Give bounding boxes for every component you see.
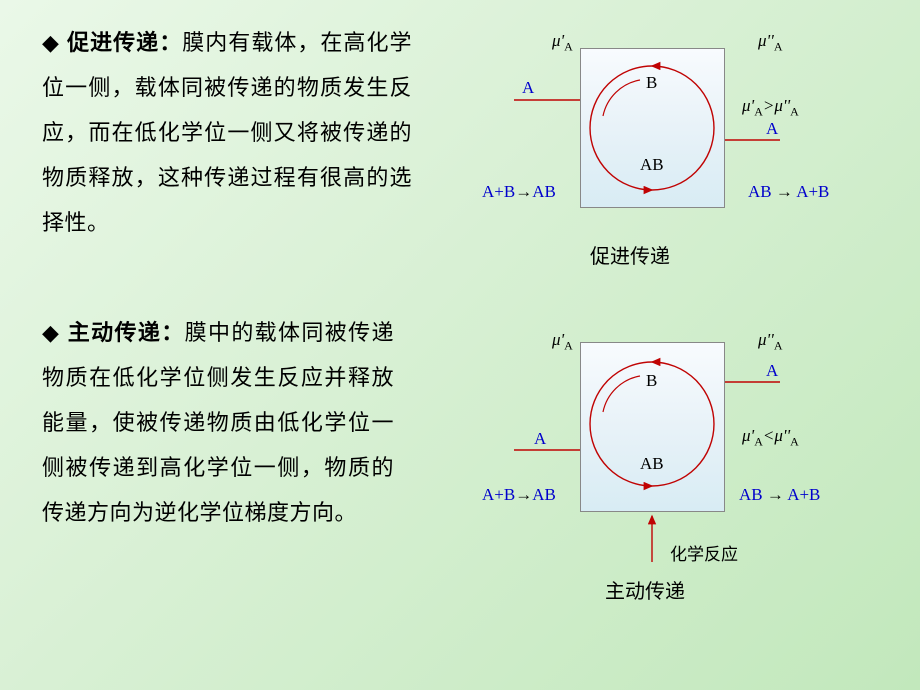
caption-facilitated: 促进传递 [590, 240, 670, 269]
eq-right: AB → A+B [739, 485, 820, 505]
body-facilitated: 膜内有载体，在高化学位一侧，载体同被传递的物质发生反应，而在低化学位一侧又将被传… [42, 30, 412, 235]
eq-left: A+B→AB [482, 485, 556, 505]
b-label: B [646, 73, 657, 93]
paragraph-active-transport: ◆ 主动传递：膜中的载体同被传递物质在低化学位侧发生反应并释放能量，使被传递物质… [42, 310, 394, 535]
inequality: μ'A<μ''A [742, 426, 799, 449]
mu-left: μ'A [552, 330, 573, 353]
a-left-label: A [522, 78, 534, 98]
a-right-label: A [766, 361, 778, 381]
heading-active: 主动传递： [68, 320, 185, 345]
bullet-icon: ◆ [42, 30, 67, 55]
eq-right: AB → A+B [748, 182, 829, 202]
diagram-svg [480, 28, 860, 258]
mu-right: μ''A [758, 330, 782, 353]
ab-label: AB [640, 155, 664, 175]
ab-label: AB [640, 454, 664, 474]
inequality: μ'A>μ''A [742, 96, 799, 119]
b-label: B [646, 371, 657, 391]
heading-facilitated: 促进传递： [67, 30, 182, 55]
mu-right: μ''A [758, 31, 782, 54]
eq-left: A+B→AB [482, 182, 556, 202]
reaction-label: 化学反应 [670, 540, 738, 565]
body-active: 膜中的载体同被传递物质在低化学位侧发生反应并释放能量，使被传递物质由低化学位一侧… [42, 320, 394, 525]
a-left-label: A [534, 429, 546, 449]
diagram-active: μ'A μ''A A A B AB μ'A<μ''A A+B→AB AB → A… [480, 322, 860, 552]
caption-active: 主动传递 [605, 575, 685, 604]
bullet-icon: ◆ [42, 320, 68, 345]
mu-left: μ'A [552, 31, 573, 54]
diagram-facilitated: μ'A μ''A A A B AB μ'A>μ''A A+B→AB AB → A… [480, 28, 860, 258]
a-right-label: A [766, 119, 778, 139]
paragraph-facilitated-transport: ◆ 促进传递：膜内有载体，在高化学位一侧，载体同被传递的物质发生反应，而在低化学… [42, 20, 412, 245]
